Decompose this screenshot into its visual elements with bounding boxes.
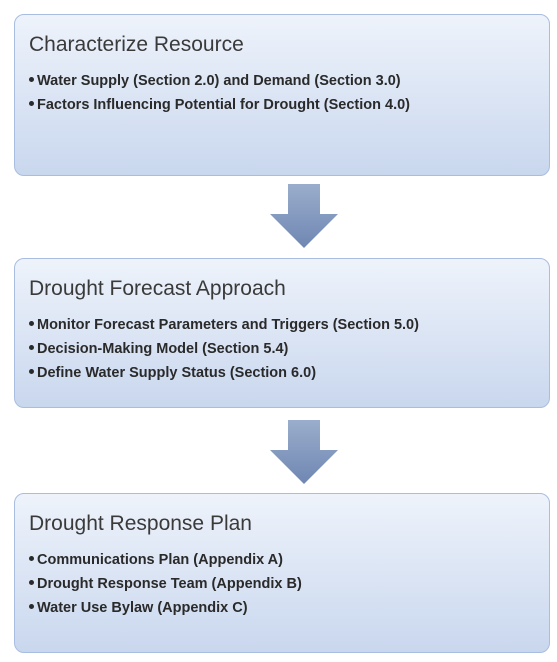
bullet-item: Water Supply (Section 2.0) and Demand (S… [29, 69, 549, 93]
down-arrow [270, 420, 338, 484]
bullet-dot [29, 101, 34, 107]
bullet-text: Drought Response Team (Appendix B) [37, 576, 302, 592]
box-title: Drought Response Plan [29, 512, 252, 535]
process-box: Drought Response Plan Communications Plan… [14, 493, 550, 653]
bullet-text: Water Use Bylaw (Appendix C) [37, 600, 248, 616]
bullet-dot [29, 580, 34, 586]
box-title: Characterize Resource [29, 33, 244, 56]
bullet-text: Decision-Making Model (Section 5.4) [37, 341, 289, 357]
bullet-item: Monitor Forecast Parameters and Triggers… [29, 313, 549, 337]
bullet-text: Communications Plan (Appendix A) [37, 552, 283, 568]
process-box: Characterize Resource Water Supply (Secti… [14, 14, 550, 176]
bullet-item: Factors Influencing Potential for Drough… [29, 93, 549, 117]
bullet-dot [29, 321, 34, 327]
box-title: Drought Forecast Approach [29, 277, 286, 300]
bullet-dot [29, 369, 34, 375]
bullet-text: Water Supply (Section 2.0) and Demand (S… [37, 73, 401, 89]
bullet-text: Define Water Supply Status (Section 6.0) [37, 365, 317, 381]
down-arrow [270, 184, 338, 248]
bullet-list: Communications Plan (Appendix A) Drought … [29, 548, 549, 620]
bullet-dot [29, 345, 34, 351]
bullet-item: Define Water Supply Status (Section 6.0) [29, 361, 549, 385]
bullet-list: Water Supply (Section 2.0) and Demand (S… [29, 69, 549, 117]
bullet-list: Monitor Forecast Parameters and Triggers… [29, 313, 549, 385]
bullet-dot [29, 77, 34, 83]
bullet-item: Water Use Bylaw (Appendix C) [29, 596, 549, 620]
bullet-dot [29, 604, 34, 610]
process-box: Drought Forecast Approach Monitor Forecas… [14, 258, 550, 408]
bullet-text: Factors Influencing Potential for Drough… [37, 97, 410, 113]
bullet-dot [29, 556, 34, 562]
bullet-item: Drought Response Team (Appendix B) [29, 572, 549, 596]
bullet-text: Monitor Forecast Parameters and Triggers… [37, 317, 419, 333]
bullet-item: Communications Plan (Appendix A) [29, 548, 549, 572]
bullet-item: Decision-Making Model (Section 5.4) [29, 337, 549, 361]
